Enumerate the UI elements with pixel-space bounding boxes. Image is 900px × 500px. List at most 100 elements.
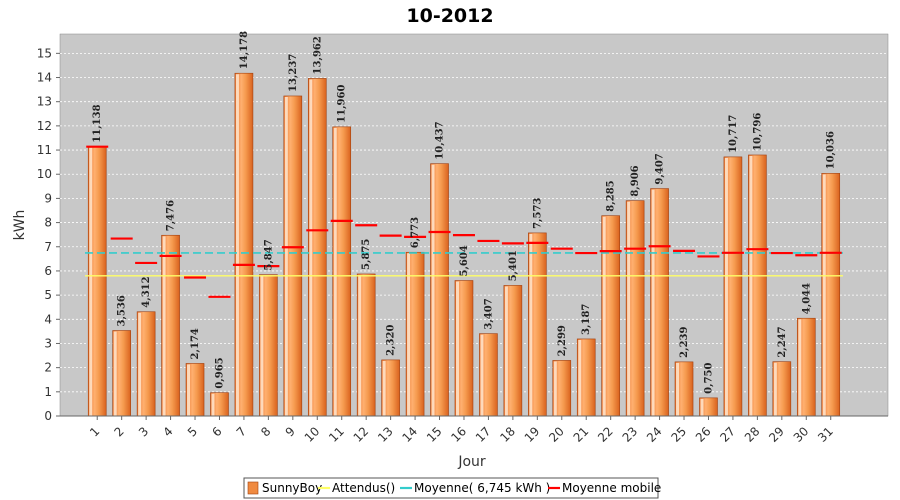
bar-value-label: 2,299 — [557, 325, 568, 356]
y-tick-label: 12 — [37, 119, 52, 133]
x-tick-label: 11 — [326, 424, 347, 445]
y-tick-label: 9 — [44, 191, 52, 205]
bar-value-label: 2,239 — [679, 327, 690, 358]
bar-value-label: 8,906 — [630, 165, 641, 196]
bar-highlight — [480, 334, 484, 416]
bar-value-label: 6,773 — [410, 217, 421, 248]
bar-value-label: 10,437 — [435, 121, 446, 159]
x-tick-label: 5 — [185, 424, 200, 439]
y-tick-label: 1 — [44, 385, 52, 399]
x-tick-label: 2 — [111, 424, 126, 439]
y-tick-label: 3 — [44, 336, 52, 350]
y-tick-label: 10 — [37, 167, 52, 181]
y-tick-label: 14 — [37, 71, 52, 85]
bar-value-label: 4,044 — [801, 283, 812, 314]
bar-value-label: 7,476 — [166, 200, 177, 231]
bar-highlight — [602, 216, 606, 416]
bar-highlight — [113, 331, 117, 416]
y-tick-label: 11 — [37, 143, 52, 157]
bar-highlight — [260, 275, 264, 416]
bar-value-label: 10,036 — [826, 131, 837, 169]
x-tick-label: 14 — [399, 424, 420, 445]
bar-highlight — [822, 174, 826, 416]
bar-value-label: 5,847 — [263, 239, 274, 270]
bar-highlight — [553, 361, 557, 416]
y-tick-label: 13 — [37, 95, 52, 109]
bar-series — [87, 72, 841, 417]
bar-value-label: 13,962 — [312, 36, 323, 74]
bar-value-label: 11,138 — [92, 104, 103, 142]
x-tick-label: 23 — [620, 424, 641, 445]
bar-value-label: 5,875 — [361, 239, 372, 270]
bar-value-label: 14,178 — [239, 31, 250, 69]
x-tick-label: 15 — [424, 424, 445, 445]
bar-highlight — [138, 312, 142, 416]
x-tick-label: 29 — [766, 424, 787, 445]
x-tick-label: 16 — [448, 424, 469, 445]
bar-highlight — [309, 79, 313, 417]
x-tick-label: 30 — [791, 424, 812, 445]
x-tick-label: 25 — [668, 424, 689, 445]
x-tick-label: 10 — [302, 424, 323, 445]
bar-value-label: 13,237 — [288, 54, 299, 92]
bar-highlight — [651, 189, 655, 416]
x-axis-label: Jour — [457, 454, 486, 470]
bar-highlight — [773, 362, 777, 416]
bar-highlight — [578, 339, 582, 416]
y-tick-label: 2 — [44, 361, 52, 375]
y-tick-label: 4 — [44, 312, 52, 326]
bar-value-label: 2,174 — [190, 328, 201, 359]
x-tick-label: 3 — [136, 424, 151, 439]
bar-highlight — [333, 127, 337, 416]
bar-highlight — [627, 201, 631, 416]
legend-entry: Moyenne mobile — [562, 481, 661, 495]
x-tick-label: 18 — [497, 424, 518, 445]
x-tick-label: 6 — [209, 424, 224, 439]
x-axis-ticks: 1 2 3 4 5 6 7 8 9 10 11 12 13 14 15 16 17 18 19 20 21 22 23 24 2… — [60, 415, 888, 445]
x-tick-label: 31 — [815, 424, 836, 445]
x-tick-label: 1 — [87, 424, 102, 439]
moving-average-series — [86, 145, 842, 298]
bar-highlight — [431, 164, 435, 416]
x-tick-label: 26 — [693, 424, 714, 445]
bar-value-label: 2,247 — [777, 326, 788, 357]
x-tick-label: 20 — [546, 424, 567, 445]
bar-value-label: 5,401 — [508, 250, 519, 281]
bar-highlight — [284, 96, 288, 417]
x-tick-label: 13 — [375, 424, 396, 445]
bar-highlight — [407, 253, 411, 416]
reference-lines — [85, 252, 843, 277]
x-tick-label: 22 — [595, 424, 616, 445]
bar-highlight — [700, 398, 704, 416]
bar-highlight — [211, 393, 215, 416]
bar-value-label: 0,750 — [703, 363, 714, 394]
legend-entry: Attendus() — [332, 481, 395, 495]
bar-highlight — [749, 155, 753, 416]
legend-entry: Moyenne( 6,745 kWh ) — [414, 481, 550, 495]
bar-value-label: 8,285 — [606, 180, 617, 211]
bar-highlight — [504, 286, 508, 416]
x-tick-label: 4 — [160, 424, 175, 439]
y-tick-label: 15 — [37, 46, 52, 60]
bar-value-label: 2,320 — [386, 325, 397, 356]
x-tick-label: 7 — [234, 424, 249, 439]
bar-highlight — [676, 362, 680, 416]
y-tick-label: 8 — [44, 216, 52, 230]
x-tick-label: 12 — [351, 424, 372, 445]
y-tick-label: 0 — [44, 409, 52, 423]
legend-entry: SunnyBoy — [262, 481, 322, 495]
bar-value-label: 10,717 — [728, 115, 739, 153]
bar-value-label: 11,960 — [337, 85, 348, 123]
x-tick-label: 8 — [258, 424, 273, 439]
bar-value-label: 10,796 — [752, 113, 763, 151]
chart-title: 10-2012 — [406, 5, 493, 27]
bar-highlight — [455, 281, 459, 416]
x-tick-label: 9 — [283, 424, 298, 439]
legend-swatch-sunnyboy — [247, 481, 259, 495]
bar-highlight — [382, 360, 386, 416]
bar-highlight — [162, 236, 166, 416]
bar-value-label: 3,187 — [581, 304, 592, 335]
bar-value-label: 9,407 — [655, 153, 666, 184]
